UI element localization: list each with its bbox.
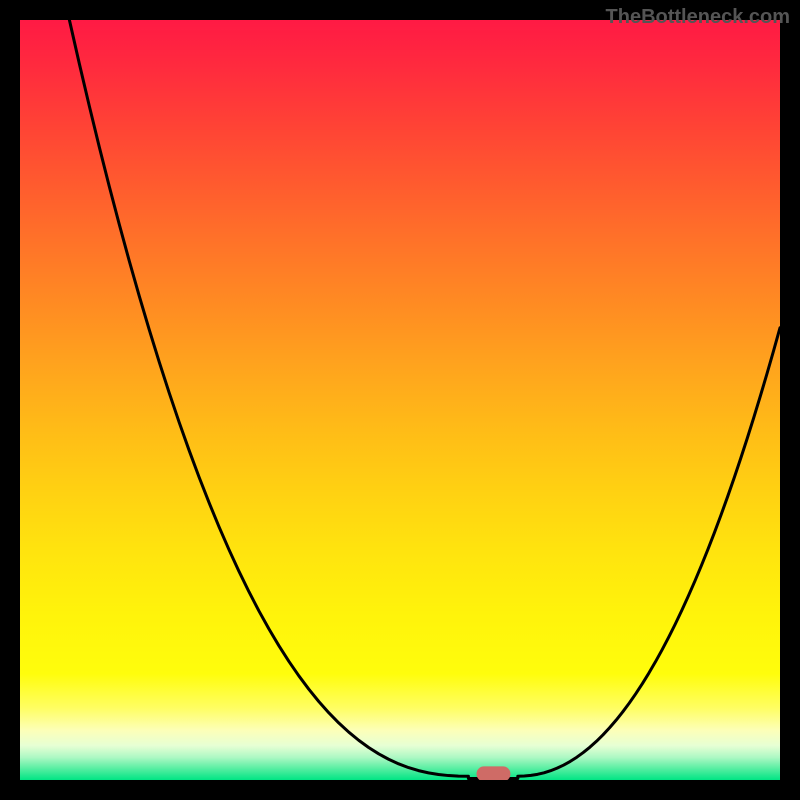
- watermark-text: TheBottleneck.com: [606, 6, 790, 29]
- bottleneck-chart: [0, 0, 800, 800]
- chart-container: TheBottleneck.com: [0, 0, 800, 800]
